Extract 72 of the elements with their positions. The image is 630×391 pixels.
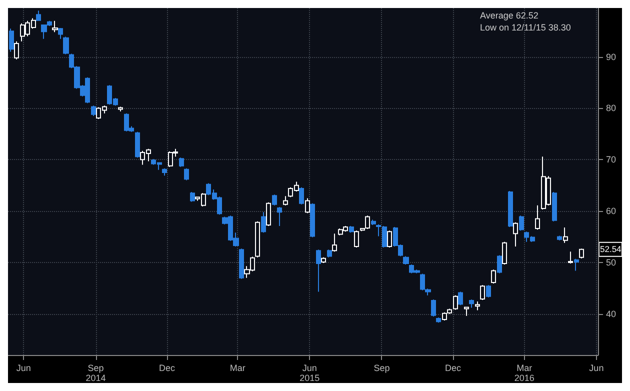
candlestick [568,251,573,264]
x-tick-label: Sep 2014 [86,363,106,383]
x-tick-label: Jun [16,363,31,373]
candlestick [513,222,518,248]
x-tick-label: Dec [159,363,176,373]
candlestick [321,256,326,264]
candlestick [190,192,195,202]
y-tick-label: 70 [606,154,616,165]
x-tick-label: Jun [589,363,604,373]
candlestick [497,254,502,274]
candlestick [469,298,474,308]
candlestick [563,227,568,244]
x-tick-label: Jun 2015 [300,363,320,383]
candlestick [299,186,304,205]
candlestick [475,301,480,311]
candlestick [387,230,392,248]
candlestick [162,168,167,176]
candlestick [552,192,557,222]
candlestick [179,157,184,168]
candlestick [327,249,332,258]
candlestick [52,20,58,33]
candlestick [453,294,458,310]
candlestick [316,249,321,292]
candlestick [283,196,288,206]
candlestick [310,202,315,238]
candlestick [349,225,354,234]
candlestick [535,204,540,230]
x-tick-label: Mar 2016 [514,363,534,383]
candlestick [36,10,41,22]
candlestick [332,233,337,252]
candlestick [14,40,19,60]
candlestick [277,206,282,226]
annotation: Low on 12/11/15 38.30 [480,22,571,32]
candlestick [261,212,266,234]
x-tick-label: Sep [374,363,390,373]
candlestick [486,284,491,298]
candlestick [436,316,441,324]
y-tick-label: 50 [606,257,616,268]
candlestick [9,28,14,52]
candlestick [305,198,310,214]
candlestick [519,215,524,232]
candlestick [184,168,189,181]
candlestick [508,190,513,228]
candlestick [354,230,359,248]
x-tick-label: Mar [230,363,246,373]
candlestick [118,106,123,112]
candlestick [255,220,260,258]
candlestick [266,202,271,226]
candlestick [491,269,496,284]
candlestick [63,36,69,55]
candlestick [239,248,244,280]
candlestick [557,235,562,241]
candlestick [431,298,436,317]
candlestick [272,194,277,206]
y-tick-label: 60 [606,206,616,216]
candlestick [502,241,507,266]
y-tick-label: 90 [606,52,616,62]
x-tick-label: Dec [445,363,462,373]
candlestick [579,248,584,259]
candlestick [403,256,409,266]
y-tick-label: 40 [606,308,616,319]
candlestick [135,131,140,158]
y-tick-label: 80 [606,103,616,114]
candlestick [91,105,96,116]
annotation: 52.54 [600,244,622,254]
candlestick [371,219,376,226]
candlestick [464,306,469,316]
candlestick [480,284,485,300]
candlestick [574,258,579,272]
candlestick [458,291,463,306]
annotation: Average 62.52 [480,10,538,20]
candlestick [58,28,63,40]
